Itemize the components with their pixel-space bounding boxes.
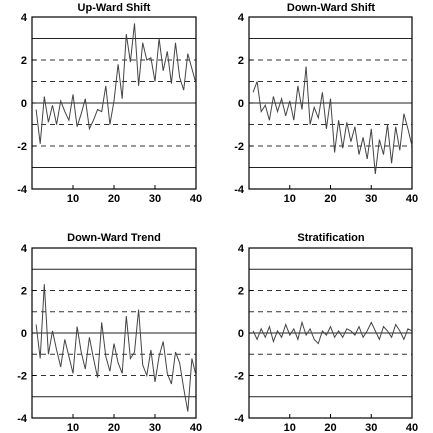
y-tick-label: 0 bbox=[21, 328, 27, 340]
x-tick-label: 10 bbox=[284, 193, 296, 205]
chart-panel-3: Down-Ward Trend -4 -2 0 2 4 10 20 30 40 bbox=[17, 232, 202, 433]
y-tick-label: -2 bbox=[17, 371, 27, 383]
y-tick-label: -4 bbox=[17, 413, 28, 425]
series-line bbox=[35, 23, 197, 144]
chart-title: Down-Ward Trend bbox=[67, 232, 161, 244]
x-tick-label: 30 bbox=[365, 193, 377, 205]
x-tick-label: 40 bbox=[190, 422, 202, 433]
series-line bbox=[252, 320, 413, 345]
x-tick-label: 40 bbox=[406, 422, 418, 433]
y-tick-label: 0 bbox=[21, 98, 27, 110]
y-tick-label: 4 bbox=[238, 12, 245, 24]
y-tick-label: 2 bbox=[238, 286, 244, 298]
y-tick-label: -4 bbox=[234, 184, 245, 196]
y-tick-label: 4 bbox=[21, 12, 28, 24]
chart-panel-2: Down-Ward Shift -4 -2 0 2 4 10 20 30 40 bbox=[234, 2, 418, 205]
y-tick-label: 0 bbox=[238, 98, 244, 110]
y-tick-label: -2 bbox=[17, 141, 27, 153]
x-tick-label: 10 bbox=[284, 422, 296, 433]
x-tick-label: 10 bbox=[67, 193, 79, 205]
y-tick-label: -4 bbox=[17, 184, 28, 196]
chart-title: Down-Ward Shift bbox=[287, 2, 376, 14]
x-tick-label: 30 bbox=[365, 422, 377, 433]
chart-panel-1: Up-Ward Shift -4 -2 0 2 4 10 20 30 40 bbox=[17, 2, 202, 205]
x-tick-label: 20 bbox=[324, 422, 336, 433]
y-tick-label: -4 bbox=[234, 413, 245, 425]
y-tick-label: 2 bbox=[21, 55, 27, 67]
x-tick-label: 40 bbox=[190, 193, 202, 205]
x-tick-label: 20 bbox=[108, 422, 120, 433]
y-tick-label: 2 bbox=[238, 55, 244, 67]
y-tick-label: -2 bbox=[234, 141, 244, 153]
chart-title: Up-Ward Shift bbox=[78, 2, 151, 14]
series-line bbox=[252, 66, 413, 174]
x-tick-label: 30 bbox=[149, 422, 161, 433]
x-tick-label: 10 bbox=[67, 422, 79, 433]
series-line bbox=[35, 284, 197, 412]
x-tick-label: 40 bbox=[406, 193, 418, 205]
chart-title: Stratification bbox=[297, 232, 365, 244]
y-tick-label: 0 bbox=[238, 328, 244, 340]
x-tick-label: 30 bbox=[149, 193, 161, 205]
chart-panel-4: Stratification -4 -2 0 2 4 10 20 30 40 bbox=[234, 232, 418, 433]
x-tick-label: 20 bbox=[324, 193, 336, 205]
y-tick-label: 4 bbox=[21, 243, 28, 255]
x-tick-label: 20 bbox=[108, 193, 120, 205]
y-tick-label: 2 bbox=[21, 286, 27, 298]
y-tick-label: -2 bbox=[234, 371, 244, 383]
y-tick-label: 4 bbox=[238, 243, 245, 255]
